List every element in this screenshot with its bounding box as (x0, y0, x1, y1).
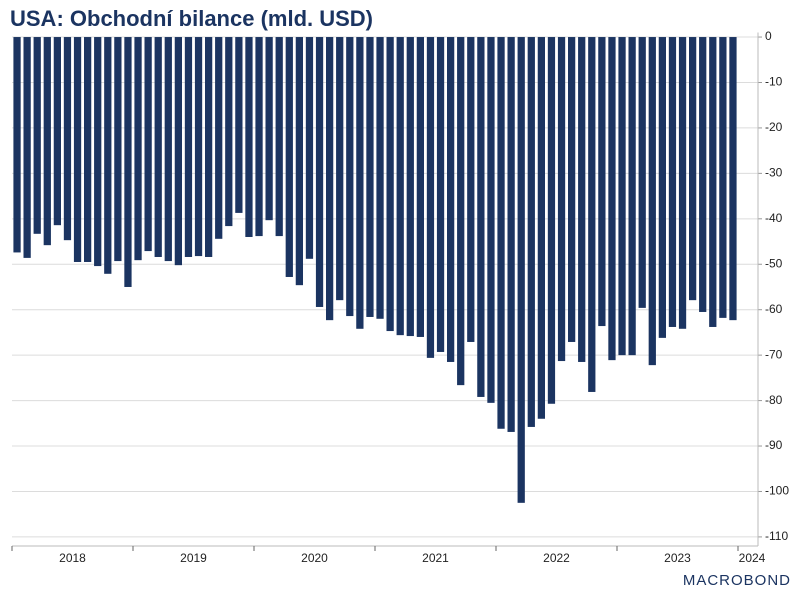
bar (557, 37, 566, 362)
bar (255, 37, 263, 237)
bar (517, 37, 525, 503)
y-tick-label: 0 (765, 29, 772, 43)
bar (285, 37, 293, 277)
bar (487, 37, 495, 403)
bar (204, 37, 213, 257)
x-tick-label: 2022 (543, 551, 570, 565)
bar (366, 37, 374, 317)
bar (53, 37, 62, 226)
bar (497, 37, 505, 429)
bar (23, 37, 31, 258)
bar (194, 37, 203, 257)
bar (457, 37, 465, 386)
y-tick-label: -70 (765, 347, 783, 361)
bar (184, 37, 193, 257)
x-tick-label: 2020 (301, 551, 328, 565)
y-tick-label: -110 (765, 529, 788, 543)
bar (537, 37, 546, 419)
bar (567, 37, 576, 342)
bar (63, 37, 72, 241)
x-tick-label: 2018 (59, 551, 86, 565)
bar (134, 37, 142, 261)
bar (295, 37, 304, 286)
bar (144, 37, 152, 252)
bar (547, 37, 556, 404)
x-tick-label: 2021 (422, 551, 449, 565)
bar (83, 37, 92, 262)
bar (265, 37, 273, 221)
bar (43, 37, 51, 246)
bar (699, 37, 707, 312)
bar (709, 37, 717, 327)
source-logo: MACROBOND (683, 572, 791, 589)
bar (73, 37, 82, 262)
bar (446, 37, 455, 362)
bar (336, 37, 344, 301)
bar (678, 37, 687, 329)
y-tick-label: -80 (765, 393, 783, 407)
bar (13, 37, 21, 253)
bar (376, 37, 384, 319)
bar (305, 37, 314, 259)
y-tick-label: -40 (765, 211, 783, 225)
x-tick-label: 2023 (664, 551, 691, 565)
y-tick-label: -60 (765, 302, 783, 316)
bar (386, 37, 394, 332)
bar (608, 37, 616, 361)
bar (325, 37, 334, 321)
bar (729, 37, 737, 321)
bar (124, 37, 132, 287)
bar (33, 37, 41, 234)
bar (346, 37, 354, 317)
bar (235, 37, 243, 213)
bar (174, 37, 183, 266)
bar (406, 37, 414, 337)
bar (668, 37, 677, 327)
y-tick-label: -100 (765, 484, 789, 498)
y-tick-label: -30 (765, 166, 783, 180)
bar (527, 37, 535, 427)
y-tick-label: -50 (765, 256, 783, 270)
bar (94, 37, 102, 267)
bar (154, 37, 162, 257)
bar (578, 37, 586, 362)
bar (315, 37, 324, 307)
bar (658, 37, 667, 338)
bar (426, 37, 435, 358)
bar (588, 37, 596, 392)
bar (356, 37, 364, 329)
bar (245, 37, 253, 237)
y-tick-label: -10 (765, 75, 783, 89)
y-tick-label: -20 (765, 120, 783, 134)
bar (648, 37, 656, 366)
bar (618, 37, 626, 356)
bar (638, 37, 646, 308)
bar (164, 37, 172, 262)
x-tick-label: 2024 (739, 551, 766, 565)
bar (114, 37, 122, 262)
bar (719, 37, 727, 318)
bar (225, 37, 233, 227)
bar (477, 37, 485, 397)
bar (507, 37, 515, 432)
bar (215, 37, 223, 239)
bar (396, 37, 404, 336)
bar (688, 37, 697, 301)
bar (104, 37, 112, 274)
bar (436, 37, 445, 352)
y-tick-label: -90 (765, 438, 783, 452)
bar (416, 37, 425, 337)
bar (275, 37, 283, 237)
bar (598, 37, 606, 327)
chart-title: USA: Obchodní bilance (mld. USD) (10, 6, 373, 31)
x-tick-label: 2019 (180, 551, 207, 565)
bar (467, 37, 475, 342)
bar (628, 37, 636, 356)
